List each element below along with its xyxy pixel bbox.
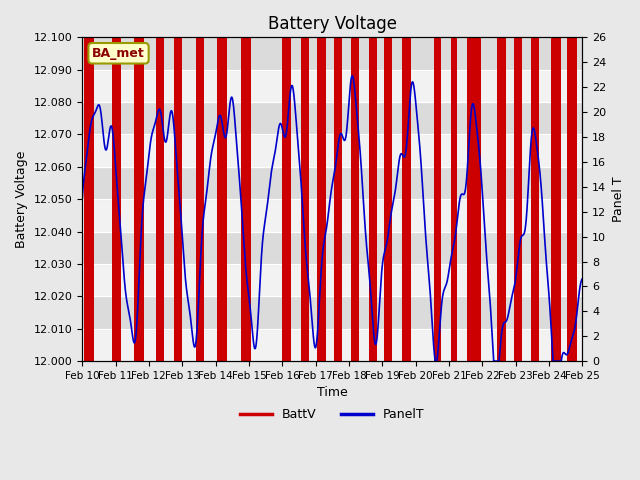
Bar (351, 37, 359, 361)
Bar (82, 134, 582, 167)
Bar (568, 37, 577, 361)
Bar (317, 37, 326, 361)
Bar (82, 102, 582, 134)
Bar (156, 37, 164, 361)
Bar (531, 37, 539, 361)
Title: Battery Voltage: Battery Voltage (268, 15, 397, 33)
Bar (403, 37, 411, 361)
Bar (467, 37, 481, 361)
Bar (551, 37, 561, 361)
Y-axis label: Panel T: Panel T (612, 177, 625, 222)
Bar (451, 37, 458, 361)
Bar (82, 264, 582, 296)
Bar (82, 37, 582, 70)
Bar (82, 70, 582, 102)
Bar (514, 37, 522, 361)
Bar (282, 37, 291, 361)
Bar (174, 37, 182, 361)
Bar (112, 37, 120, 361)
Bar (82, 329, 582, 361)
Bar (84, 37, 94, 361)
Legend: BattV, PanelT: BattV, PanelT (236, 403, 429, 426)
Bar (82, 232, 582, 264)
Bar (82, 296, 582, 329)
X-axis label: Time: Time (317, 386, 348, 399)
Bar (497, 37, 506, 361)
Bar (369, 37, 378, 361)
Text: BA_met: BA_met (92, 47, 145, 60)
Bar (241, 37, 251, 361)
Bar (384, 37, 392, 361)
Bar (196, 37, 204, 361)
Bar (82, 199, 582, 232)
Bar (134, 37, 144, 361)
Bar (334, 37, 342, 361)
Bar (434, 37, 441, 361)
Bar (82, 167, 582, 199)
Y-axis label: Battery Voltage: Battery Voltage (15, 151, 28, 248)
Bar (217, 37, 227, 361)
Bar (301, 37, 309, 361)
